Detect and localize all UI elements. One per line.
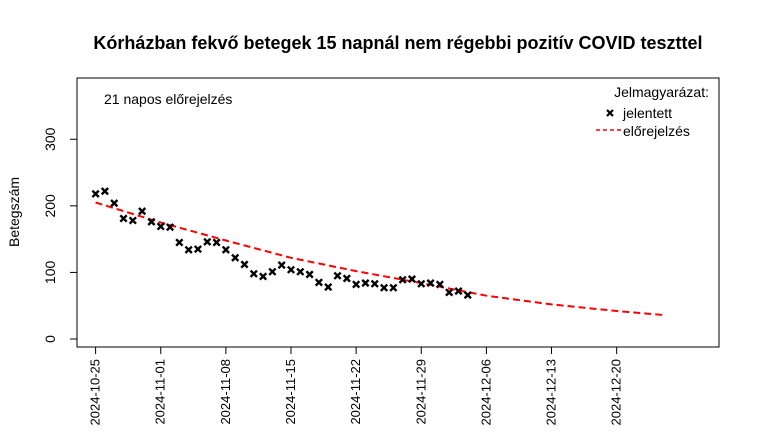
x-tick-label: 2024-12-06 [478, 359, 493, 426]
legend-label-forecast: előrejelzés [623, 123, 690, 139]
reported-point [128, 216, 137, 225]
reported-point [165, 223, 175, 232]
reported-point [445, 288, 454, 297]
reported-point [231, 253, 240, 262]
chart-title: Kórházban fekvő betegek 15 napnál nem ré… [93, 33, 702, 53]
reported-point [417, 279, 426, 288]
reported-point [398, 275, 407, 284]
forecast-line [95, 201, 664, 316]
reported-point [286, 265, 296, 274]
x-tick-label: 2024-11-29 [413, 359, 428, 425]
reported-point [435, 280, 444, 289]
forecast-line-group [95, 201, 664, 316]
reported-point [119, 214, 128, 223]
reported-point [175, 238, 184, 247]
reported-point [147, 217, 156, 226]
x-tick-label: 2024-11-08 [218, 359, 233, 425]
reported-point [407, 275, 417, 284]
reported-points-group [91, 187, 472, 300]
reported-point [268, 267, 277, 276]
x-tick-label: 2024-10-25 [88, 359, 103, 426]
reported-point [342, 274, 351, 283]
reported-point [259, 272, 268, 281]
reported-point [379, 283, 389, 292]
reported-point [426, 279, 435, 288]
reported-point [203, 237, 212, 246]
reported-point [296, 267, 305, 276]
x-tick-label: 2024-11-22 [348, 359, 363, 425]
reported-point [324, 283, 333, 292]
reported-point [352, 280, 361, 289]
legend: Jelmagyarázat: jelentett előrejelzés [596, 84, 709, 139]
reported-point [361, 279, 370, 288]
y-tick-label: 100 [42, 261, 58, 285]
x-tick-label: 2024-12-20 [609, 359, 624, 426]
x-axis: 2024-10-25 2024-11-01 2024-11-08 2024-11-15… [88, 346, 624, 426]
y-tick-label: 200 [42, 194, 58, 218]
reported-point [463, 291, 472, 300]
y-axis-label: Betegszám [6, 177, 22, 247]
y-axis: 0 100 200 300 [42, 127, 77, 343]
reported-point [305, 270, 314, 279]
legend-label-reported: jelentett [622, 105, 672, 121]
reported-point [110, 199, 119, 208]
reported-point [240, 260, 249, 269]
reported-point [212, 238, 221, 247]
reported-point [156, 222, 165, 231]
reported-point [138, 207, 147, 216]
y-tick-label: 0 [42, 335, 58, 343]
legend-title: Jelmagyarázat: [614, 84, 709, 100]
reported-point [249, 269, 258, 278]
x-tick-label: 2024-11-01 [153, 359, 168, 425]
y-tick-label: 300 [42, 127, 58, 151]
reported-point [454, 287, 463, 296]
forecast-horizon-label: 21 napos előrejelzés [104, 91, 232, 107]
reported-point [91, 189, 100, 198]
reported-point [277, 261, 286, 270]
reported-point [184, 245, 193, 254]
reported-point [333, 271, 342, 280]
reported-point [370, 279, 379, 288]
reported-point [221, 245, 230, 254]
reported-point [193, 245, 203, 254]
reported-point [100, 187, 109, 196]
legend-marker-reported [606, 109, 614, 117]
reported-point [314, 278, 323, 287]
x-tick-label: 2024-12-13 [544, 359, 559, 426]
reported-point [389, 283, 398, 292]
x-tick-label: 2024-11-15 [283, 359, 298, 425]
